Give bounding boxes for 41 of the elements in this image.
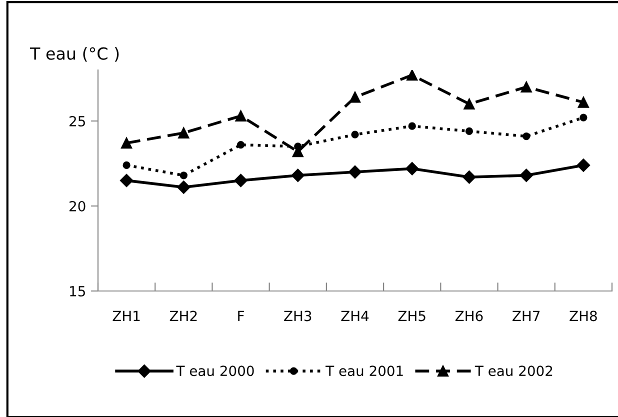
x-tick-label: ZH6 bbox=[455, 310, 483, 322]
y-tick-label: 15 bbox=[70, 286, 85, 296]
point bbox=[236, 140, 245, 149]
legend-label: T eau 2001 bbox=[326, 366, 403, 376]
y-tick-label: 25 bbox=[70, 116, 85, 126]
point bbox=[351, 130, 359, 138]
x-tick-label: ZH3 bbox=[284, 310, 312, 322]
x-tick-label: ZH1 bbox=[112, 310, 140, 321]
x-tick-label: ZH4 bbox=[341, 310, 369, 321]
legend-label: T eau 2000 bbox=[176, 366, 254, 376]
point bbox=[180, 172, 188, 180]
point bbox=[406, 70, 418, 81]
x-tick-label: ZH7 bbox=[512, 310, 540, 321]
x-tick-label: ZH2 bbox=[170, 310, 197, 321]
point bbox=[120, 174, 134, 188]
x-tick-label: F bbox=[238, 310, 244, 321]
point bbox=[291, 168, 304, 182]
y-axis-title: T eau (°C ) bbox=[30, 46, 119, 62]
point bbox=[122, 161, 130, 170]
point bbox=[178, 127, 190, 138]
point bbox=[578, 96, 589, 108]
point bbox=[121, 138, 132, 149]
point bbox=[408, 122, 416, 130]
point bbox=[464, 98, 475, 110]
point bbox=[576, 158, 590, 172]
point bbox=[349, 92, 361, 103]
point bbox=[520, 168, 533, 182]
point bbox=[520, 81, 532, 93]
point bbox=[462, 170, 476, 184]
point bbox=[522, 132, 530, 140]
point bbox=[406, 162, 419, 176]
point bbox=[234, 174, 248, 188]
point bbox=[465, 127, 474, 136]
y-tick-label: 20 bbox=[70, 200, 86, 212]
x-tick-label: ZH5 bbox=[398, 310, 426, 322]
point bbox=[348, 165, 362, 179]
point bbox=[177, 180, 190, 194]
legend-label: T eau 2002 bbox=[474, 366, 552, 376]
point bbox=[235, 110, 246, 122]
point bbox=[580, 114, 588, 122]
x-tick-label: ZH8 bbox=[570, 310, 597, 322]
